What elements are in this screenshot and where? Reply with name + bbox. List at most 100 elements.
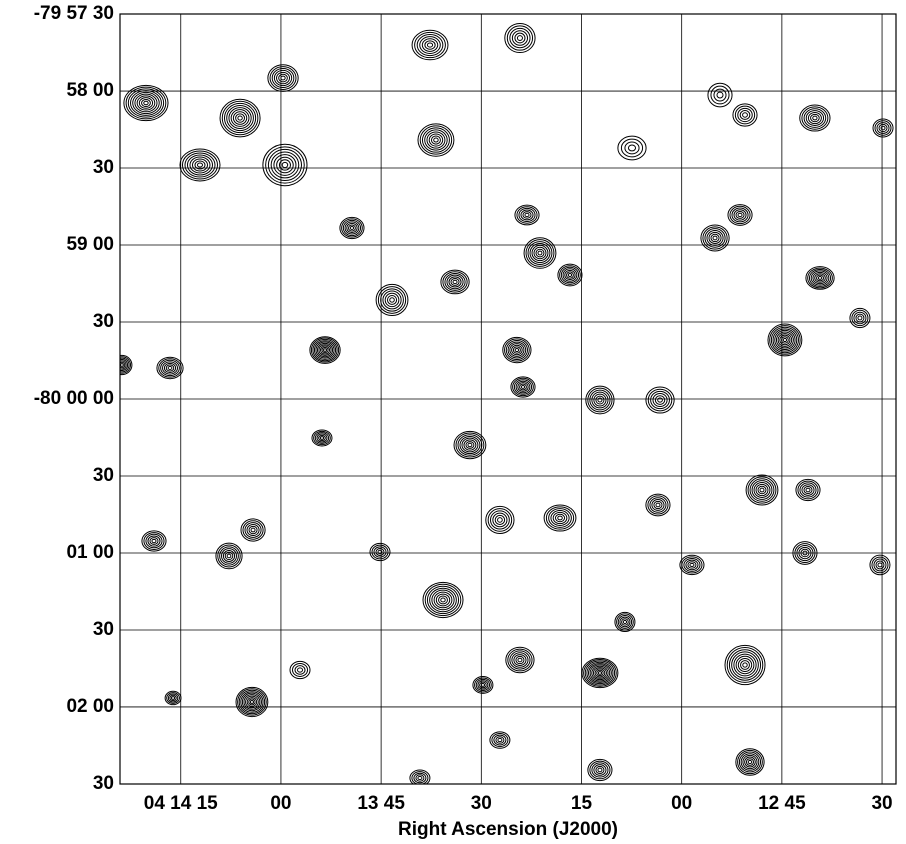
contour-ring [489, 731, 511, 749]
contour-ring [444, 272, 466, 291]
contour-ring [533, 246, 547, 260]
contour-ring [655, 502, 661, 508]
contour-ring [810, 270, 830, 286]
contour-source [240, 518, 266, 542]
contour-ring [757, 485, 767, 495]
contour-ring [527, 241, 553, 265]
contour-ring [415, 774, 425, 782]
contour-ring [737, 107, 753, 123]
contour-ring [143, 100, 149, 106]
contour-source [585, 385, 615, 415]
contour-ring [735, 748, 765, 776]
contour-ring [238, 689, 266, 715]
contour-ring [770, 326, 799, 354]
contour-ring [477, 680, 489, 690]
contour-ring [504, 22, 536, 54]
contour-ring [221, 548, 237, 564]
contour-ring [689, 562, 695, 568]
contour-ring [196, 162, 203, 168]
contour-ring [645, 386, 675, 414]
contour-ring [417, 123, 455, 157]
contour-ring [455, 432, 485, 458]
contour-ring [375, 548, 385, 556]
contour-source [311, 429, 333, 447]
contour-ring [120, 359, 129, 371]
y-tick-label: -80 00 00 [34, 388, 114, 409]
contour-ring [849, 307, 871, 329]
contour-ring [369, 542, 391, 562]
contour-ring [710, 85, 730, 105]
contour-ring [147, 535, 161, 547]
contour-ring [616, 613, 634, 631]
contour-ring [855, 313, 865, 323]
contour-ring [619, 616, 631, 628]
contour-ring [737, 657, 753, 673]
contour-ring [742, 112, 748, 118]
contour-ring [463, 439, 477, 451]
y-tick-label: 59 00 [66, 234, 114, 255]
contour-ring [537, 250, 543, 256]
contour-ring [585, 385, 615, 415]
contour-ring [269, 66, 297, 90]
contour-ring [382, 290, 402, 310]
contour-ring [654, 395, 666, 405]
contour-ring [624, 141, 640, 155]
x-axis-label: Right Ascension (J2000) [398, 819, 618, 840]
contour-ring [219, 546, 239, 566]
contour-ring [506, 25, 534, 51]
contour-ring [221, 100, 259, 136]
contour-ring [278, 159, 291, 171]
contour-ring [535, 248, 545, 258]
contour-ring [557, 263, 583, 287]
contour-ring [184, 152, 216, 178]
contour-ring [812, 271, 828, 285]
contour-ring [515, 655, 525, 665]
contour-ring [265, 146, 305, 184]
contour-source [262, 143, 308, 187]
contour-source [179, 148, 221, 182]
contour-ring [713, 88, 727, 102]
contour-ring [731, 207, 749, 223]
contour-ring [267, 148, 302, 182]
contour-ring [704, 228, 726, 248]
contour-ring [880, 125, 886, 131]
contour-source [440, 269, 470, 295]
contour-ring [120, 363, 124, 367]
contour-source [267, 64, 299, 92]
contour-ring [627, 144, 637, 152]
contour-ring [817, 276, 823, 280]
contour-ring [426, 42, 434, 48]
x-tick-label: 00 [671, 793, 692, 814]
contour-ring [472, 676, 494, 694]
contour-ring [591, 665, 609, 681]
contour-ring [810, 113, 820, 123]
contour-ring [289, 660, 311, 680]
contour-ring [245, 695, 259, 709]
contour-ring [505, 646, 535, 674]
contour-ring [652, 393, 668, 408]
contour-ring [273, 154, 297, 176]
contour-ring [249, 699, 255, 704]
contour-ring [235, 113, 246, 123]
contour-ring [566, 271, 574, 279]
contour-ring [440, 597, 446, 603]
contour-ring [772, 328, 798, 352]
contour-ring [517, 657, 523, 663]
contour-ring [657, 397, 663, 403]
contour-source [617, 135, 647, 161]
contour-ring [514, 347, 520, 353]
contour-ring [411, 29, 449, 61]
contour-ring [127, 88, 165, 118]
contour-ring [125, 86, 167, 120]
contour-ring [346, 222, 358, 234]
contour-ring [512, 377, 534, 397]
contour-ring [262, 143, 308, 187]
contour-ring [413, 772, 427, 784]
contour-ring [389, 297, 395, 303]
contour-source [502, 336, 532, 364]
contour-ring [497, 737, 503, 743]
contour-ring [480, 683, 486, 687]
contour-ring [292, 663, 309, 677]
contour-ring [186, 154, 213, 176]
contour-ring [587, 758, 613, 782]
